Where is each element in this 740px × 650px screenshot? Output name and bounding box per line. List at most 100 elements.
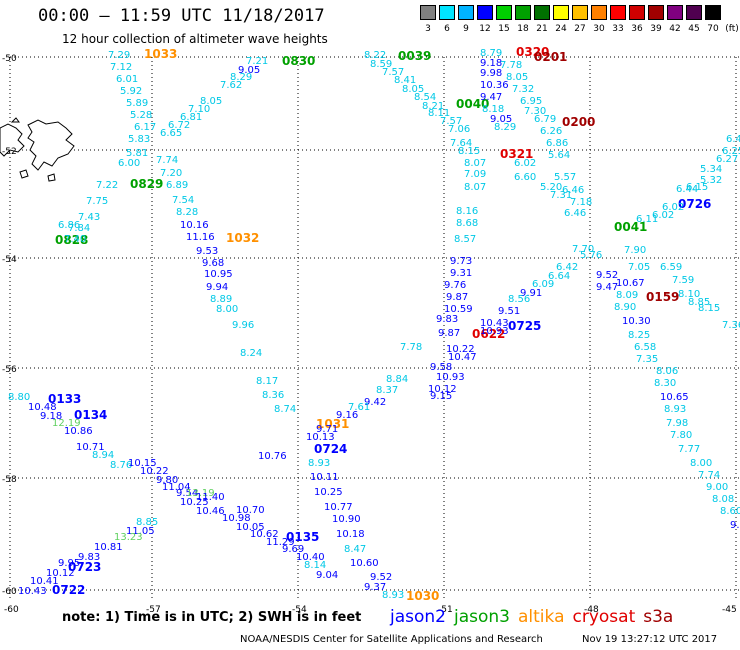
wave-height-value: 10.65 (660, 392, 689, 403)
wave-height-value: 7.10 (188, 104, 210, 115)
colorbar-swatch (458, 5, 474, 20)
colorbar-label: 24 (555, 24, 567, 34)
wave-height-value: 6.00 (118, 158, 140, 169)
colorbar-unit: (ft) (725, 24, 739, 34)
wave-height-value: 10.15 (128, 458, 157, 469)
wave-height-value: 7.21 (246, 56, 268, 67)
wave-height-value: 6.86 (546, 138, 568, 149)
wave-height-value: 6.59 (660, 262, 682, 273)
wave-height-value: 9.91 (520, 288, 542, 299)
wave-height-value: 8.21 (422, 101, 444, 112)
satellite-legend-s3a: s3a (643, 607, 674, 627)
wave-height-value: 8.24 (240, 348, 262, 359)
wave-height-value: 10.43 (480, 318, 509, 329)
falkland-islets (10, 117, 56, 182)
wave-height-value: 8.05 (402, 84, 424, 95)
wave-height-value: 8.93 (308, 458, 330, 469)
pass-time-label: 0722 (52, 583, 85, 597)
wave-height-value: 6.72 (168, 120, 190, 131)
wave-height-value: 10.67 (616, 278, 645, 289)
wave-height-value: 9.51 (498, 306, 520, 317)
colorbar-swatch (439, 5, 455, 20)
lat-label: -52 (2, 147, 17, 157)
wave-height-value: 8.18 (482, 104, 504, 115)
wave-height-value: 8.14 (304, 560, 326, 571)
colorbar-swatch (534, 5, 550, 20)
wave-height-value: 7.22 (96, 180, 118, 191)
wave-height-value: 10.25 (314, 487, 343, 498)
wave-height-value: 10.12 (428, 384, 457, 395)
wave-height-value: 9.52 (370, 572, 392, 583)
wave-height-value: 5.34 (700, 164, 722, 175)
wave-height-value: 10.11 (310, 472, 339, 483)
wave-height-value: 8.36 (262, 390, 284, 401)
wave-height-value: 10.60 (350, 558, 379, 569)
wave-height-value: 8.89 (210, 294, 232, 305)
wave-height-value: 8.05 (506, 72, 528, 83)
wave-height-value: 9.42 (364, 397, 386, 408)
wave-height-value: 11.40 (196, 492, 225, 503)
wave-height-value: 7.30 (524, 106, 546, 117)
pass-time-label: 0135 (286, 530, 319, 544)
wave-height-value: 6.46 (562, 185, 584, 196)
pass-time-label: 0159 (646, 290, 679, 304)
wave-height-value: 7.78 (400, 342, 422, 353)
wave-height-value: 9.05 (490, 114, 512, 125)
wave-height-value: 6.89 (166, 180, 188, 191)
wave-height-value: 8.76 (110, 460, 132, 471)
wave-height-value: 10.59 (444, 304, 473, 315)
wave-height-value: 7.32 (512, 84, 534, 95)
satellite-legend-altika: altika (518, 607, 565, 627)
pass-time-label: 1032 (226, 231, 259, 245)
wave-height-value: 5.89 (126, 98, 148, 109)
wave-height-value: 8.29 (230, 72, 252, 83)
pass-time-label: 0200 (562, 115, 595, 129)
colorbar-swatch (572, 5, 588, 20)
colorbar-label: 21 (536, 24, 548, 34)
wave-height-value: 10.70 (236, 505, 265, 516)
wave-height-value: 10.93 (480, 326, 509, 337)
wave-height-value: 6.15 (686, 182, 708, 193)
wave-height-value: 10.93 (436, 372, 465, 383)
wave-height-value: 6.01 (116, 74, 138, 85)
wave-height-value: 9.94 (206, 282, 228, 293)
satellite-legend-jason3: jason3 (454, 607, 510, 627)
wave-height-value: 9.69 (282, 544, 304, 555)
wave-height-value: 10.12 (46, 568, 75, 579)
wave-height-value: 6.42 (556, 262, 578, 273)
wave-height-value: 6.60 (514, 172, 536, 183)
colorbar-swatch (686, 5, 702, 20)
wave-height-value: 6.09 (532, 279, 554, 290)
colorbar-swatch (515, 5, 531, 20)
colorbar-swatch (496, 5, 512, 20)
colorbar-swatch (610, 5, 626, 20)
wave-height-value: 8.41 (394, 75, 416, 86)
wave-height-value: 13.19 (186, 488, 215, 499)
wave-height-value: 7.09 (464, 169, 486, 180)
wave-height-value: 10.63 (0, 0, 29, 3)
pass-time-label: 0321 (500, 147, 533, 161)
colorbar-label: 27 (574, 24, 586, 34)
wave-height-value: 8.60 (720, 506, 740, 517)
wave-height-value: 10.16 (180, 220, 209, 231)
wave-height-value: 7.29 (108, 50, 130, 61)
colorbar-label: 39 (650, 24, 662, 34)
wave-height-value: 10.71 (76, 442, 105, 453)
colorbar-swatch (420, 5, 436, 20)
wave-height-value: 6.02 (514, 158, 536, 169)
wave-height-value: 8.74 (274, 404, 296, 415)
wave-height-value: 8.28 (176, 207, 198, 218)
wave-height-value: 8.07 (464, 182, 486, 193)
axis-labels: -50 -52 -54 -56 -58 -60 -60 -57 -54 -51 -48 -45 (2, 54, 737, 615)
wave-height-value: 10.36 (480, 80, 509, 91)
wave-height-value: 8.09 (616, 290, 638, 301)
wave-height-value: 9.83 (436, 314, 458, 325)
wave-height-value: 10.05 (236, 522, 265, 533)
wave-height-value: 8.05 (200, 96, 222, 107)
wave-height-value: 9.02 (730, 520, 740, 531)
wave-height-value: 9.73 (450, 256, 472, 267)
wave-height-value: 9.76 (444, 280, 466, 291)
wave-height-value: 11.05 (126, 526, 155, 537)
falkland-east-island (27, 119, 75, 171)
colorbar-label: 18 (517, 24, 529, 34)
